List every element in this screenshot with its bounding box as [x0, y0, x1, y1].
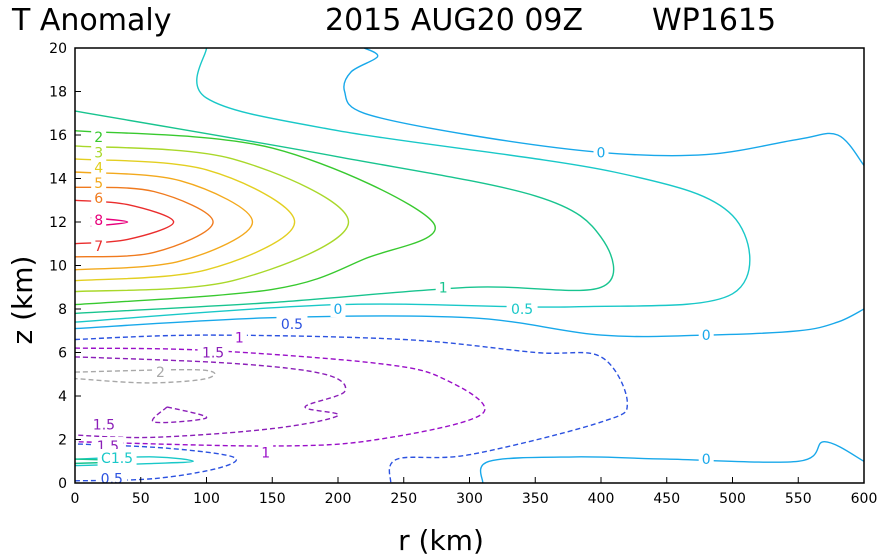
contour-line-neg1: [74, 347, 486, 447]
contour-label: 0.5: [101, 472, 123, 488]
x-tick-label: 500: [719, 491, 746, 507]
contour-label: 0: [702, 452, 711, 468]
contour-label-background: [593, 143, 609, 161]
contour-label: 1: [235, 330, 244, 346]
contour-line-neg0p5: [74, 443, 238, 482]
contour-label-background: [330, 300, 346, 317]
contour-label: 5: [94, 176, 103, 192]
contour-line-4: [74, 158, 296, 282]
contour-label-background: [91, 236, 107, 254]
contour-label-background: [91, 143, 107, 161]
contour-label: 1.5: [93, 417, 115, 433]
x-tick-label: 450: [653, 491, 680, 507]
contour-label: 1: [261, 446, 270, 462]
contour-label-background: [276, 315, 308, 333]
contour-line-neg2: [74, 368, 216, 384]
chart-title-time: 2015 AUG20 09Z: [325, 3, 583, 38]
chart-title-storm: WP1615: [652, 3, 776, 38]
contour-lines: [74, 47, 865, 484]
x-tick-label: 550: [785, 491, 812, 507]
chart-title: T Anomaly: [11, 3, 171, 38]
x-axis-ticks: 0 50 100 150 200 250 300 350 400 450 500 550 600: [71, 477, 878, 507]
contour-line-0p5: [74, 47, 751, 323]
contour-line-neg0p5: [74, 334, 629, 484]
contour-line-7: [74, 199, 175, 245]
x-tick-label: 400: [588, 491, 615, 507]
contour-label: 2: [156, 365, 165, 381]
y-tick-label: 4: [58, 389, 67, 405]
contour-label: 3: [94, 145, 103, 161]
contour-label-background: [698, 326, 714, 344]
contour-line-6: [74, 186, 214, 258]
contour-label-background: [435, 278, 451, 296]
contour-label: 0.5: [281, 317, 303, 333]
contour-label: 1.5: [202, 346, 224, 362]
contour-label-background: [197, 343, 229, 361]
contour-label-background: [91, 210, 107, 228]
contour-label-background: [91, 158, 107, 176]
x-tick-label: 0: [71, 491, 80, 507]
y-tick-label: 20: [49, 41, 67, 57]
contour-line-3: [74, 145, 350, 293]
contour-label: 6: [94, 191, 103, 207]
x-tick-label: 100: [193, 491, 220, 507]
contour-label: 1: [439, 280, 448, 296]
y-tick-label: 8: [58, 302, 67, 318]
x-tick-label: 50: [132, 491, 150, 507]
x-tick-label: 300: [456, 491, 483, 507]
contour-label: 2: [94, 130, 103, 146]
x-axis-label: r (km): [398, 524, 484, 557]
contour-line-5: [74, 171, 254, 271]
x-tick-label: 350: [522, 491, 549, 507]
y-axis-ticks: 0 2 4 6 8 10 12 14 16 18 20: [49, 41, 81, 492]
y-tick-label: 10: [49, 259, 67, 275]
contour-label: 8: [94, 213, 103, 229]
contour-label-background: [506, 300, 538, 317]
contour-label: 0: [334, 302, 343, 318]
contour-label: 0: [702, 328, 711, 344]
contour-label-background: [152, 363, 168, 381]
contour-label-background: [258, 443, 274, 461]
contour-label-background: [91, 189, 107, 207]
contour-line-2: [74, 130, 436, 306]
contour-line-neg1p5: [151, 406, 208, 424]
contour-label: 0.5: [511, 302, 533, 318]
y-tick-label: 2: [58, 433, 67, 449]
contour-label: 7: [94, 239, 103, 255]
contour-label-background: [91, 173, 107, 191]
y-tick-label: 18: [49, 85, 67, 101]
contour-label: 4: [94, 161, 103, 177]
contour-line-1: [74, 110, 615, 315]
contour-label: C1.5: [101, 451, 133, 467]
plot-frame: [74, 47, 865, 484]
contour-label-background: [88, 415, 120, 433]
x-tick-label: 250: [390, 491, 417, 507]
contour-label-background: [231, 328, 247, 346]
contour-line-neg1p5: [74, 356, 347, 439]
y-tick-label: 6: [58, 346, 67, 362]
y-axis-label: z (km): [6, 256, 39, 345]
y-tick-label: 16: [49, 128, 67, 144]
contour-label-background: [97, 448, 137, 466]
contour-label-background: [698, 450, 714, 468]
y-tick-label: 14: [49, 172, 67, 188]
x-tick-label: 200: [325, 491, 352, 507]
contour-label: 0: [597, 145, 606, 161]
x-tick-label: 600: [851, 491, 878, 507]
y-tick-label: 0: [58, 476, 67, 492]
contour-line-0: [74, 308, 865, 338]
contour-label-background: [91, 128, 107, 146]
contour-line-0: [479, 440, 865, 484]
x-tick-label: 150: [259, 491, 286, 507]
y-tick-label: 12: [49, 215, 67, 231]
contour-line-0: [343, 47, 865, 166]
